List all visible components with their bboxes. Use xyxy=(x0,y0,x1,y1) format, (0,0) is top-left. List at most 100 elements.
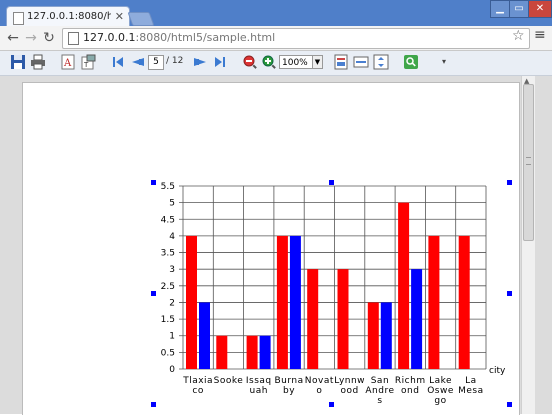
selection-handle[interactable] xyxy=(329,402,334,407)
y-tick-label: 4.5 xyxy=(161,215,175,225)
bar-san-andres-series-1 xyxy=(367,302,379,369)
bar-san-andres-series-2 xyxy=(380,302,392,369)
url-host: 127.0.0.1 xyxy=(83,31,136,44)
url-text: 127.0.0.1:8080/html5/sample.html xyxy=(83,31,275,44)
first-page-icon[interactable] xyxy=(110,54,126,70)
page-icon xyxy=(68,32,79,45)
x-tick-label: Lake xyxy=(429,376,452,386)
page-count: / 12 xyxy=(166,56,184,66)
y-tick-label: 2 xyxy=(169,298,175,308)
x-tick-label: Sooke xyxy=(214,376,244,386)
grip-icon xyxy=(526,157,531,165)
print-icon[interactable] xyxy=(30,54,46,70)
bar-novato-series-1 xyxy=(307,269,319,369)
tab-title: 127.0.0.1:8080/html5/sam xyxy=(27,11,111,22)
bar-issaquah-series-1 xyxy=(246,335,258,369)
x-tick-label: Burna xyxy=(274,376,303,386)
x-tick-label: Mesa xyxy=(458,386,484,396)
y-tick-label: 2.5 xyxy=(161,282,175,292)
text-icon[interactable]: A xyxy=(60,54,76,70)
svg-text:T: T xyxy=(83,61,89,69)
menu-icon[interactable]: ≡ xyxy=(534,27,546,43)
prev-page-icon[interactable] xyxy=(130,54,146,70)
y-tick-label: 0 xyxy=(169,365,175,375)
y-tick-label: 1 xyxy=(169,332,175,342)
page-number-input[interactable]: 5 xyxy=(148,55,164,70)
y-tick-label: 5.5 xyxy=(161,182,175,192)
chevron-down-icon[interactable]: ▼ xyxy=(312,56,322,68)
dropdown-icon[interactable]: ▾ xyxy=(441,57,446,66)
x-tick-label: Andre xyxy=(365,386,394,396)
x-tick-label: o xyxy=(316,386,322,396)
x-tick-label: Lynnw xyxy=(334,376,365,386)
scroll-up-icon[interactable]: ▲ xyxy=(524,77,530,85)
zoom-out-icon[interactable] xyxy=(242,54,258,70)
export-icon[interactable]: T xyxy=(80,54,96,70)
address-bar[interactable]: 127.0.0.1:8080/html5/sample.html xyxy=(62,28,530,49)
page-icon xyxy=(13,12,24,25)
selection-handle[interactable] xyxy=(151,291,156,296)
bar-sooke-series-1 xyxy=(216,335,228,369)
y-tick-label: 3.5 xyxy=(161,249,175,259)
x-tick-label: San xyxy=(371,376,389,386)
chart-bars xyxy=(186,202,470,369)
reload-icon[interactable]: ↻ xyxy=(43,30,55,46)
selection-handle[interactable] xyxy=(329,180,334,185)
zoom-in-icon[interactable] xyxy=(261,54,277,70)
fit-window-icon[interactable] xyxy=(373,54,389,70)
y-tick-label: 1.5 xyxy=(161,315,175,325)
x-tick-label: ood xyxy=(341,386,359,396)
x-tick-label: Richm xyxy=(395,376,426,386)
x-tick-label: Novat xyxy=(305,376,334,386)
bar-burnaby-series-1 xyxy=(276,235,288,369)
bar-richmond-series-2 xyxy=(411,269,423,369)
forward-icon[interactable]: → xyxy=(25,30,37,46)
fit-page-icon[interactable] xyxy=(333,54,349,70)
x-tick-label: ond xyxy=(401,386,419,396)
selection-handle[interactable] xyxy=(507,402,512,407)
bar-lake-oswego-series-1 xyxy=(428,235,440,369)
bar-issaquah-series-2 xyxy=(259,335,271,369)
back-icon[interactable]: ← xyxy=(7,30,19,46)
report-toolbar: A T 5 / 12 100% ▼ ▾ xyxy=(0,51,552,76)
scrollbar-thumb[interactable] xyxy=(523,84,534,241)
navigation-bar: ← → ↻ 127.0.0.1:8080/html5/sample.html xyxy=(0,26,552,51)
x-tick-label: La xyxy=(465,376,477,386)
x-axis-title: city xyxy=(489,366,506,376)
x-tick-label: Tlaxia xyxy=(182,376,213,386)
selection-handle[interactable] xyxy=(507,180,512,185)
close-tab-icon[interactable]: ✕ xyxy=(114,10,124,23)
y-tick-label: 3 xyxy=(169,265,175,275)
last-page-icon[interactable] xyxy=(212,54,228,70)
fit-width-icon[interactable] xyxy=(353,54,369,70)
x-tick-label: go xyxy=(434,396,446,406)
zoom-select[interactable]: 100% ▼ xyxy=(279,55,323,69)
bar-tlaxiaco-series-1 xyxy=(186,235,197,369)
bar-la-mesa-series-1 xyxy=(458,235,470,369)
y-tick-label: 5 xyxy=(169,199,175,209)
bar-tlaxiaco-series-2 xyxy=(199,302,210,369)
selection-handle[interactable] xyxy=(507,291,512,296)
selection-handle[interactable] xyxy=(151,180,156,185)
save-icon[interactable] xyxy=(10,54,26,70)
selection-handle[interactable] xyxy=(151,402,156,407)
x-tick-label: by xyxy=(283,386,295,396)
y-axis-labels: 0 0.5 1 1.5 2 2.5 3 3.5 4 4.5 5 5.5 xyxy=(161,182,176,375)
x-tick-label: uah xyxy=(250,386,268,396)
next-page-icon[interactable] xyxy=(192,54,208,70)
bar-lynnwood-series-1 xyxy=(337,269,349,369)
y-tick-label: 0.5 xyxy=(161,348,175,358)
bar-burnaby-series-2 xyxy=(289,235,301,369)
star-icon[interactable]: ☆ xyxy=(512,28,525,44)
x-tick-label: co xyxy=(192,386,203,396)
zoom-value: 100% xyxy=(282,58,308,68)
bar-richmond-series-1 xyxy=(398,202,410,369)
search-icon[interactable] xyxy=(403,54,419,70)
y-tick-label: 4 xyxy=(169,232,175,242)
x-tick-label: Issaq xyxy=(246,376,272,386)
url-path: :8080/html5/sample.html xyxy=(135,31,276,44)
x-tick-label: s xyxy=(377,396,382,406)
x-tick-label: Oswe xyxy=(427,386,454,396)
